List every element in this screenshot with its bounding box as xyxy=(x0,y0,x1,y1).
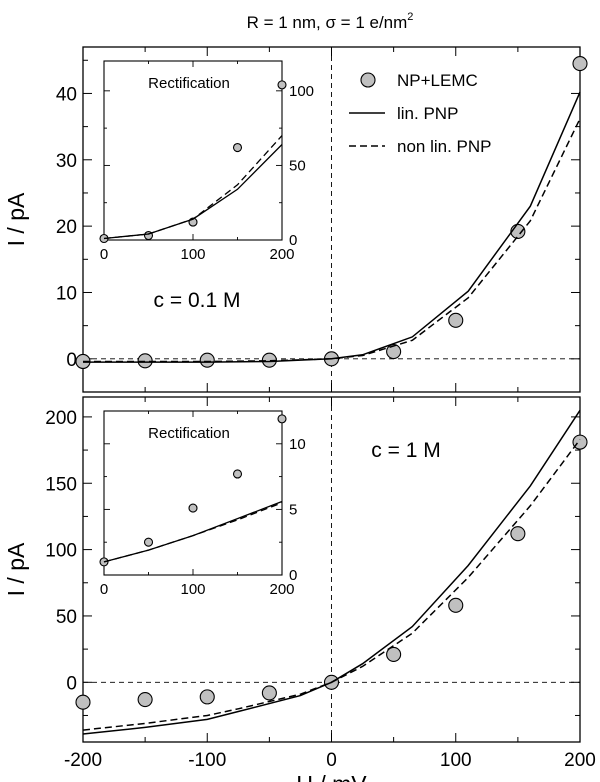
top-panel-inset-frame xyxy=(103,60,283,241)
bottom-panel-y-tick-label: 50 xyxy=(56,607,77,628)
top-panel: 0 10 20 30 40 I / pA c = 0.1 M NP+LEMC lin. PNP n… xyxy=(3,46,588,393)
bottom-panel-inset-x-tick-label: 0 xyxy=(100,581,108,598)
top-panel-nonlin-pnp-line xyxy=(83,118,581,363)
bottom-panel-y-tick-label: 200 xyxy=(45,408,77,429)
bottom-panel-x-tick-label: 100 xyxy=(440,750,472,771)
bottom-panel-x-tick-label: 0 xyxy=(326,750,337,771)
top-panel-inset-marker xyxy=(232,142,243,153)
top-panel-y-tick-label: 20 xyxy=(56,217,77,238)
top-panel-marker xyxy=(448,312,464,328)
bottom-panel-marker xyxy=(510,526,526,542)
top-panel-inset-x-tick-label: 0 xyxy=(100,246,108,263)
bottom-panel-marker xyxy=(572,434,588,450)
top-panel-marker xyxy=(199,352,215,368)
top-panel-inset-y-tick-label: 100 xyxy=(289,83,314,100)
bottom-panel-marker xyxy=(448,597,464,613)
bottom-panel-marker xyxy=(386,646,402,662)
top-panel-y-axis-label: I / pA xyxy=(3,192,29,246)
bottom-panel-nonlin-pnp-line xyxy=(82,439,581,731)
legend-label-nonlin-pnp: non lin. PNP xyxy=(397,137,492,156)
bottom-panel-inset-marker xyxy=(232,469,243,479)
bottom-panel-inset-nonlin-pnp-line xyxy=(103,502,283,563)
top-panel-y-tick-label: 40 xyxy=(56,84,77,105)
legend-marker-np-lemc xyxy=(360,72,376,88)
bottom-panel-inset-marker xyxy=(188,503,198,513)
top-panel-y-tick-label: 10 xyxy=(56,283,77,304)
bottom-panel-inset-title: Rectification xyxy=(148,425,230,442)
bottom-panel-inset-y-tick-label: 10 xyxy=(289,436,306,453)
top-panel-y-tick-label: 30 xyxy=(56,151,77,172)
bottom-panel-inset-x-tick-label: 100 xyxy=(180,581,205,598)
top-panel-concentration-label: c = 0.1 M xyxy=(154,289,241,312)
figure-title-text: R = 1 nm, σ = 1 e/nm xyxy=(247,13,408,32)
top-panel-marker xyxy=(510,223,526,239)
bottom-panel-inset-frame xyxy=(103,410,283,576)
bottom-panel-y-tick-label: 100 xyxy=(45,541,77,562)
legend-label-lin-pnp: lin. PNP xyxy=(397,104,458,123)
bottom-panel-inset-y-tick-label: 5 xyxy=(289,501,297,518)
bottom-panel-inset-marker xyxy=(277,414,287,424)
top-panel-inset-title: Rectification xyxy=(148,75,230,92)
bottom-panel-inset-marker xyxy=(143,537,154,547)
bottom-panel-inset-x-tick-label: 200 xyxy=(269,581,294,598)
legend-label-np-lemc: NP+LEMC xyxy=(397,71,478,90)
top-panel-y-tick-label: 0 xyxy=(66,350,77,371)
bottom-panel-marker xyxy=(199,689,215,705)
bottom-panel-x-tick-label: -200 xyxy=(64,750,102,771)
top-panel-marker xyxy=(386,343,402,360)
top-panel-marker xyxy=(572,56,588,72)
bottom-panel-y-tick-label: 150 xyxy=(45,474,77,495)
bottom-panel-y-axis-label: I / pA xyxy=(3,542,29,596)
top-panel-inset-nonlin-pnp-line xyxy=(103,135,283,240)
bottom-panel-x-tick-label: -100 xyxy=(188,750,226,771)
bottom-panel-x-axis-label: U / mV xyxy=(296,771,367,782)
figure-title-superscript: 2 xyxy=(407,11,413,23)
bottom-panel-marker xyxy=(75,694,91,710)
bottom-panel-concentration-label: c = 1 M xyxy=(371,439,440,462)
top-panel-inset-y-tick-label: 0 xyxy=(289,232,297,249)
top-panel-inset-marker xyxy=(277,80,287,90)
bottom-panel-marker xyxy=(137,691,153,708)
top-panel-inset-x-tick-label: 200 xyxy=(269,246,294,263)
figure-title: R = 1 nm, σ = 1 e/nm2 xyxy=(247,11,414,32)
top-panel-inset-x-tick-label: 100 xyxy=(180,246,205,263)
bottom-panel-marker xyxy=(261,685,277,701)
bottom-panel-inset-y-tick-label: 0 xyxy=(289,567,297,584)
bottom-panel-y-tick-label: 0 xyxy=(66,673,77,694)
top-panel-inset-y-tick-label: 50 xyxy=(289,157,306,174)
bottom-panel-x-tick-label: 200 xyxy=(564,750,596,771)
